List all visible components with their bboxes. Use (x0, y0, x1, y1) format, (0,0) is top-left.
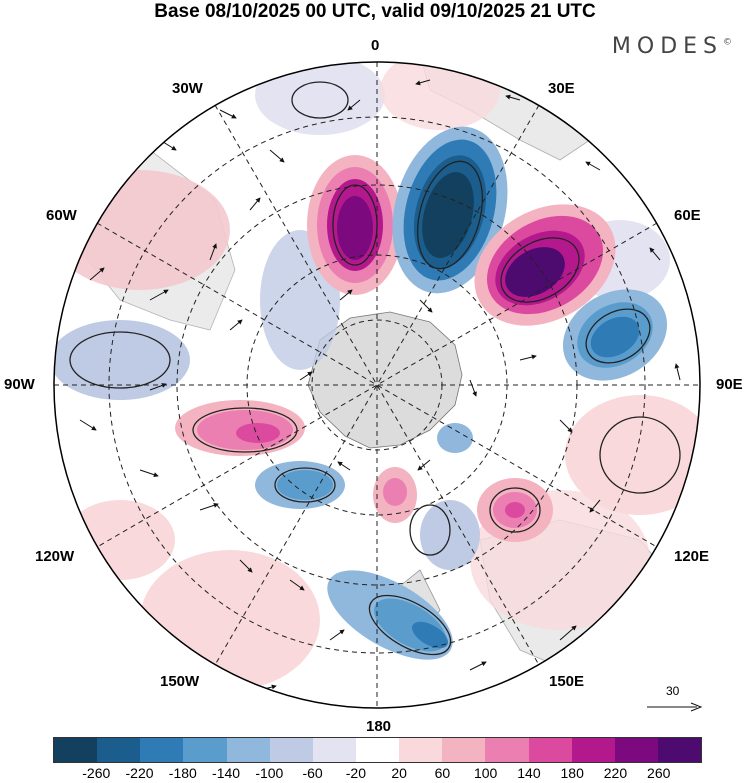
colorbar-tick-label: -140 (212, 765, 241, 781)
colorbar-segment (226, 738, 270, 762)
graticule (54, 62, 700, 708)
colorbar-segment (140, 738, 184, 762)
brand-name: MODES (611, 34, 723, 59)
colorbar (53, 737, 702, 763)
colorbar-segment (485, 738, 529, 762)
antarctica-land (307, 311, 463, 449)
colorbar-tick-label: 220 (603, 765, 628, 781)
colorbar-segment (571, 738, 615, 762)
lon-label-180: 180 (366, 718, 392, 735)
vector-scale-label: 30 (666, 684, 680, 698)
colorbar-tick-label: -60 (302, 765, 323, 781)
colorbar-segment (399, 738, 443, 762)
map-title: Base 08/10/2025 00 UTC, valid 09/10/2025… (154, 1, 596, 22)
brand-mark: © (723, 37, 732, 48)
colorbar-tick-label: -220 (125, 765, 154, 781)
map-border (53, 61, 701, 709)
colorbar-tick-label: 100 (473, 765, 498, 781)
colorbar-segment (614, 738, 658, 762)
lon-label-90e: 90E (716, 376, 743, 393)
colorbar-segment (269, 738, 313, 762)
colorbar-segment (355, 738, 400, 762)
colorbar-tick-label: 20 (391, 765, 407, 781)
colorbar-segment (97, 738, 141, 762)
vector-scale-arrow (647, 702, 703, 712)
lon-label-60e: 60E (674, 207, 701, 224)
lon-label-150w: 150W (160, 673, 200, 690)
colorbar-tick-label: 60 (434, 765, 451, 781)
lon-label-0: 0 (371, 37, 380, 54)
lon-label-90w: 90W (4, 376, 35, 393)
colorbar-segment (54, 738, 98, 762)
colorbar-tick-label: 180 (560, 765, 584, 781)
lon-label-30e: 30E (548, 80, 575, 97)
colorbar-tick-label: -100 (255, 765, 284, 781)
lon-label-120e: 120E (674, 548, 710, 565)
lon-label-150e: 150E (549, 673, 585, 690)
modes-logo: MODES© (612, 34, 732, 59)
lon-label-120w: 120W (35, 548, 75, 565)
colorbar-tick-label: 140 (517, 765, 541, 781)
colorbar-segment (442, 738, 486, 762)
colorbar-segment (312, 738, 356, 762)
colorbar-tick-label: -180 (168, 765, 197, 781)
lon-label-60w: 60W (46, 207, 77, 224)
lon-label-30w: 30W (172, 80, 203, 97)
contours (69, 81, 681, 656)
colorbar-segment (183, 738, 227, 762)
colorbar-segment (528, 738, 572, 762)
colorbar-tick-label: -20 (345, 765, 366, 781)
colorbar-ticks: -260 -220 -180 -140 -100 -60 -20 20 60 100 140 180 2… (53, 765, 702, 783)
colorbar-tick-label: 260 (647, 765, 671, 781)
colorbar-tick-label: -260 (82, 765, 111, 781)
colorbar-segment (657, 738, 702, 762)
